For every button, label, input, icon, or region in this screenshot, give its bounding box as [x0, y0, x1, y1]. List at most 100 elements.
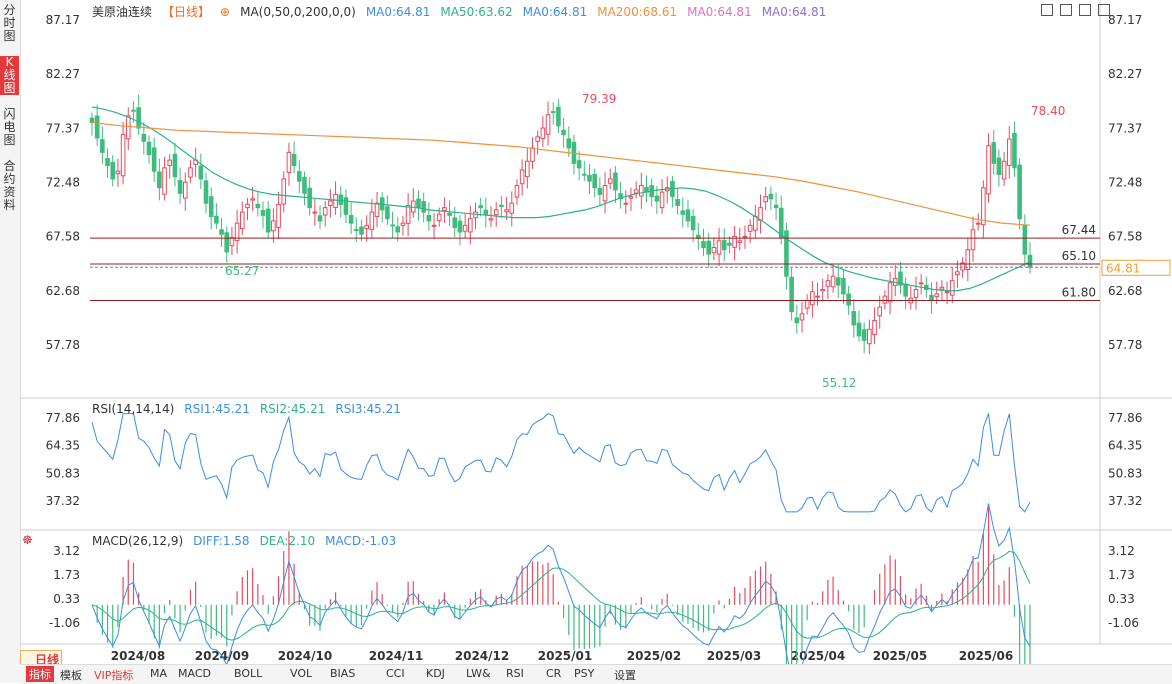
candle-body [758, 207, 763, 221]
candle-body [499, 204, 504, 208]
indicator-tab[interactable]: VOL [290, 667, 313, 680]
candle-body [1027, 254, 1033, 268]
candle-body [395, 226, 401, 233]
candle-body [177, 180, 183, 194]
indicator-tab[interactable]: BIAS [330, 667, 356, 680]
candle-body [182, 181, 188, 199]
price-tick-label: 72.48 [1108, 175, 1142, 189]
candle-body [804, 300, 810, 309]
candle-body [690, 216, 696, 231]
candle-body [737, 240, 743, 243]
side-tab-char: 线 [3, 68, 16, 82]
price-tick-label: 77.37 [1108, 121, 1142, 135]
candle-body [898, 271, 903, 286]
candle-body [680, 210, 686, 215]
candle-body [265, 208, 271, 233]
candle-body [1017, 164, 1022, 220]
candle-body [597, 187, 603, 195]
level-label: 61.80 [1062, 286, 1096, 300]
indicator-tab[interactable]: 模板 [60, 669, 82, 682]
candle-body [1006, 138, 1012, 166]
price-tick-label-left: 77.37 [46, 121, 80, 135]
candle-body [416, 198, 421, 209]
candle-body [167, 159, 173, 166]
candle-body [369, 211, 375, 231]
x-tick-label: 2025/02 [627, 649, 681, 663]
candle-body [229, 237, 235, 247]
indicator-tab[interactable]: MACD [178, 667, 211, 680]
candle-body [436, 213, 442, 222]
indicator-tab[interactable]: CR [546, 667, 562, 680]
candle-body [260, 210, 266, 216]
x-tick-label: 2025/04 [791, 649, 845, 663]
candle-body [514, 185, 520, 198]
candle-body [281, 178, 287, 205]
side-tab-char: 图 [3, 29, 16, 43]
indicator-tab[interactable]: RSI [506, 667, 524, 680]
candle-body [188, 167, 193, 178]
candle-body [411, 200, 416, 213]
side-tab-3[interactable]: 合约资料 [0, 160, 19, 212]
candle-body [151, 147, 157, 172]
macd-tick-label: 3.12 [1108, 544, 1135, 558]
candle-body [753, 216, 758, 231]
instrument-name: 美原油连续 [92, 5, 153, 19]
candle-body [825, 280, 831, 287]
rsi-tick-label: 37.32 [1108, 494, 1142, 508]
indicator-tab[interactable]: VIP指标 [94, 669, 134, 682]
candle-body [353, 228, 359, 231]
candle-body [815, 295, 820, 298]
indicator-tab[interactable]: PSY [574, 667, 595, 680]
high-annotation: 79.39 [582, 92, 616, 106]
indicator-tab[interactable]: BOLL [234, 667, 263, 680]
candle-body [716, 240, 722, 255]
candle-body [405, 204, 411, 224]
candle-body [493, 209, 499, 216]
candle-body [607, 178, 613, 184]
candle-body [198, 165, 204, 180]
rsi-line [91, 413, 1031, 513]
price-tick-label-left: 62.68 [46, 284, 80, 298]
rsi-tick-label: 77.86 [1108, 411, 1142, 425]
candle-body [872, 319, 877, 336]
candle-body [939, 286, 945, 290]
candle-body [768, 193, 774, 200]
candle-body [291, 153, 297, 167]
period-selector-label: 日线 [35, 653, 60, 667]
candle-body [975, 222, 981, 225]
indicator-tab[interactable]: MA [150, 667, 168, 680]
candle-body [784, 230, 789, 277]
expand-icon[interactable] [1041, 4, 1053, 16]
x-tick-label: 2024/08 [111, 649, 165, 663]
candle-body [1012, 132, 1017, 169]
x-tick-label: 2025/06 [959, 649, 1013, 663]
candle-body [727, 242, 732, 246]
candle-body [846, 293, 851, 306]
candle-body [483, 209, 489, 215]
indicator-tab[interactable]: 设置 [614, 669, 636, 682]
settings-icon[interactable]: ☸ [22, 533, 33, 547]
zoom-out-icon[interactable] [1079, 4, 1091, 16]
candle-body [452, 217, 458, 229]
indicator-tab[interactable]: LW& [466, 667, 491, 680]
ma-value: MA0:64.81 [761, 5, 827, 19]
candle-body [592, 173, 597, 189]
x-tick-label: 2025/01 [538, 649, 592, 663]
macd-value: DIFF:1.58 [193, 534, 250, 548]
side-tab-2[interactable]: 闪电图 [0, 108, 19, 147]
indicator-tab[interactable]: 指标 [26, 666, 54, 682]
indicator-tab-bar: 指标 模板 VIP指标 MA MACD BOLL VOL BIAS CCI KDJ LW& RSI CR… [20, 664, 1172, 684]
candle-body [89, 117, 95, 124]
candle-body [918, 282, 924, 285]
price-tick-label-left: 82.27 [46, 67, 80, 81]
candle-body [447, 212, 452, 216]
indicator-tab[interactable]: CCI [386, 667, 405, 680]
zoom-in-icon[interactable] [1060, 4, 1072, 16]
candle-body [613, 172, 618, 191]
fullscreen-icon[interactable] [1098, 4, 1110, 16]
side-tab-0[interactable]: 分时图 [0, 4, 19, 43]
candle-body [851, 311, 857, 326]
indicator-tab[interactable]: KDJ [426, 667, 445, 680]
side-tab-char: 分 [3, 3, 16, 17]
